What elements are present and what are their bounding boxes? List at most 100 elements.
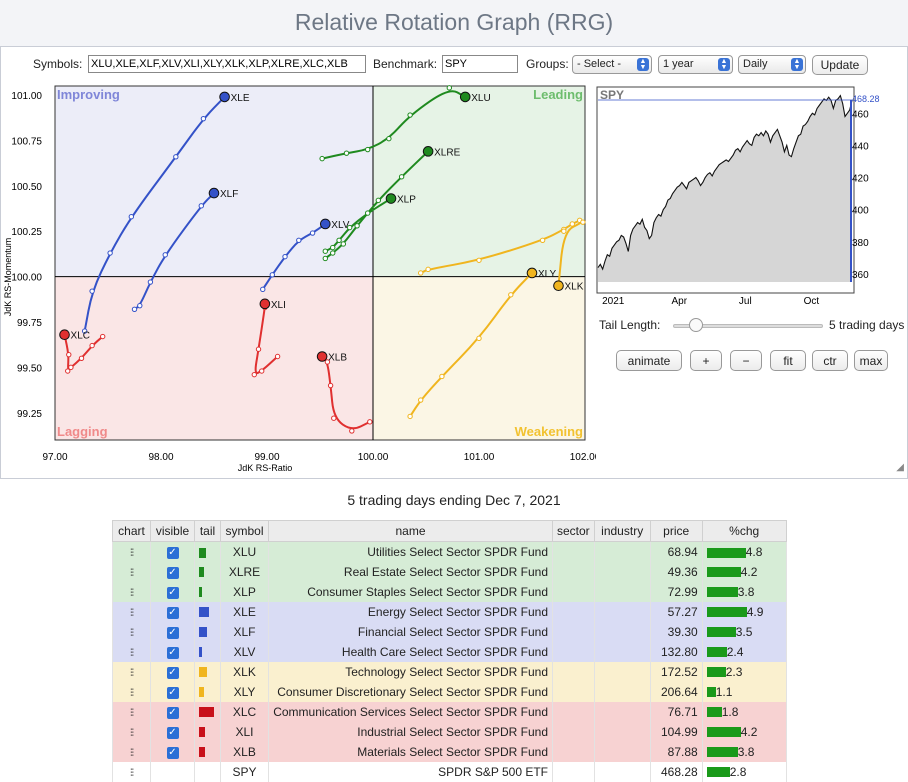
benchmark-input[interactable] [442,55,518,73]
period-select[interactable]: 1 year ▲ ▼ [658,55,733,74]
series-xlp[interactable]: XLP [322,193,416,254]
column-header-visible[interactable]: visible [150,520,195,542]
pct-change-value: 2.3 [725,664,743,679]
animate-button[interactable]: animate [616,350,682,371]
series-xly[interactable]: XLY [407,267,557,420]
column-header-price[interactable]: price [649,520,703,542]
tail-swatch[interactable] [199,667,207,678]
visible-checkbox[interactable]: ✓ [166,687,179,699]
table-row[interactable]: ⫶⫶ ✓ XLRE Real Estate Select Sector SPDR Fu… [112,561,787,582]
tail-length-slider[interactable] [673,324,823,328]
head-point-xle[interactable] [219,91,230,103]
column-header-sector[interactable]: sector [552,520,595,542]
tail-point [137,302,143,309]
table-row[interactable]: ⫶⫶ ✓ XLB Materials Select Sector SPDR Fund 8… [112,741,787,762]
visible-checkbox[interactable]: ✓ [166,747,179,759]
tail-swatch[interactable] [199,727,205,738]
table-row[interactable]: ⫶⫶ ✓ XLC Communication Services Select Sect… [112,701,787,722]
series-xlf[interactable]: XLF [131,187,238,312]
head-point-xlc[interactable] [59,329,70,341]
table-row[interactable]: ⫶⫶ ✓ XLU Utilities Select Sector SPDR Fund 6… [112,541,787,562]
series-xlv[interactable]: XLV [260,218,350,293]
table-row[interactable]: ⫶⫶ ✓ XLE Energy Select Sector SPDR Fund 57.2… [112,601,787,622]
tail-swatch[interactable] [199,607,209,618]
series-xlu[interactable]: XLU [319,85,491,162]
series-xli[interactable]: XLI [251,298,286,378]
name-cell: Industrial Select Sector SPDR Fund [268,721,553,742]
chart-icon[interactable]: ⫶⫶ [130,727,134,739]
series-xlk[interactable]: XLK [418,217,586,293]
tail-swatch[interactable] [199,687,204,698]
visible-checkbox[interactable]: ✓ [166,667,179,679]
center-button[interactable]: ctr [812,350,848,371]
frequency-select[interactable]: Daily ▲ ▼ [738,55,806,74]
chart-icon[interactable]: ⫶⫶ [130,767,134,779]
chart-icon[interactable]: ⫶⫶ [130,687,134,699]
series-xlb[interactable]: XLB [316,351,373,434]
chart-icon[interactable]: ⫶⫶ [130,707,134,719]
series-label-xlu: XLU [471,93,490,104]
tail-swatch[interactable] [199,747,205,758]
table-row[interactable]: ⫶⫶ ✓ XLY Consumer Discretionary Select Sect… [112,681,787,702]
symbols-input[interactable] [88,55,366,73]
chart-icon[interactable]: ⫶⫶ [130,587,134,599]
table-row[interactable]: ⫶⫶ ✓ XLK Technology Select Sector SPDR Fund… [112,661,787,682]
visible-checkbox[interactable]: ✓ [166,647,179,659]
tail-swatch[interactable] [199,627,207,638]
tail-swatch[interactable] [199,567,204,578]
chart-icon[interactable]: ⫶⫶ [130,607,134,619]
visible-checkbox[interactable]: ✓ [166,707,179,719]
table-row[interactable]: ⫶⫶ SPY SPDR S&P 500 ETF 468.28 2.8 [112,761,787,782]
chart-icon[interactable]: ⫶⫶ [130,667,134,679]
chart-icon[interactable]: ⫶⫶ [130,567,134,579]
tail-swatch[interactable] [199,707,214,718]
visible-checkbox[interactable]: ✓ [166,587,179,599]
tail-swatch[interactable] [199,547,206,558]
head-point-xlb[interactable] [316,351,328,362]
head-point-xlu[interactable] [459,91,471,103]
zoom-out-button[interactable]: − [730,350,762,371]
column-header-industry[interactable]: industry [593,520,651,542]
chart-icon[interactable]: ⫶⫶ [130,747,134,759]
visible-checkbox[interactable]: ✓ [166,607,179,619]
visible-checkbox[interactable]: ✓ [166,547,179,560]
chart-icon[interactable]: ⫶⫶ [130,547,134,559]
head-point-xlv[interactable] [320,218,331,230]
chart-icon[interactable]: ⫶⫶ [130,647,134,659]
head-point-xly[interactable] [526,267,538,279]
resize-handle-icon[interactable]: ◢ [896,462,904,473]
update-button[interactable]: Update [812,55,868,75]
series-xlre[interactable]: XLRE [322,146,461,262]
series-xle[interactable]: XLE [81,91,250,334]
column-header-pctchg[interactable]: %chg [701,520,787,542]
visible-checkbox[interactable]: ✓ [166,627,179,639]
visible-checkbox[interactable]: ✓ [166,727,179,739]
chart-icon[interactable]: ⫶⫶ [130,627,134,639]
head-point-xlre[interactable] [422,146,434,157]
column-header-name[interactable]: name [268,520,553,542]
head-point-xlk[interactable] [553,280,564,291]
name-cell: Materials Select Sector SPDR Fund [268,741,553,762]
head-point-xlp[interactable] [385,193,397,204]
table-row[interactable]: ⫶⫶ ✓ XLF Financial Select Sector SPDR Fund 3… [112,621,787,642]
tail-point [349,428,355,434]
tail-swatch[interactable] [199,647,202,658]
max-button[interactable]: max [854,350,888,371]
tail-swatch[interactable] [199,587,202,598]
table-row[interactable]: ⫶⫶ ✓ XLI Industrial Select Sector SPDR Fund… [112,721,787,742]
head-point-xli[interactable] [259,298,271,310]
column-header-tail[interactable]: tail [194,520,221,542]
column-header-symbol[interactable]: symbol [220,520,269,542]
visible-checkbox[interactable]: ✓ [166,567,179,579]
zoom-in-button[interactable]: + [690,350,722,371]
series-xlc[interactable]: XLC [59,329,106,374]
sector-cell [552,701,595,722]
table-row[interactable]: ⫶⫶ ✓ XLV Health Care Select Sector SPDR Fun… [112,641,787,662]
spy-y-tick: 360 [852,270,869,281]
table-row[interactable]: ⫶⫶ ✓ XLP Consumer Staples Select Sector SPD… [112,581,787,602]
tail-slider-handle[interactable] [689,318,703,332]
groups-select[interactable]: - Select - ▲ ▼ [572,55,652,74]
column-header-chart[interactable]: chart [112,520,151,542]
head-point-xlf[interactable] [208,187,220,199]
fit-button[interactable]: fit [770,350,806,371]
